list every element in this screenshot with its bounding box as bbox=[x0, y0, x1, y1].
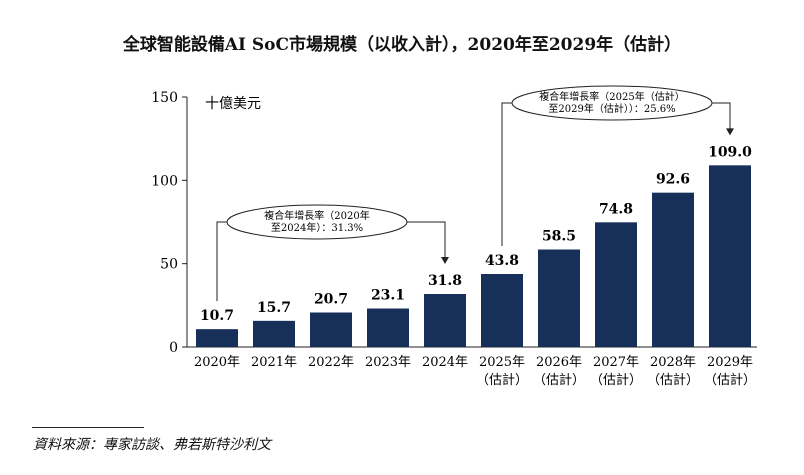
x-tick-labels: 2020年 2021年 2022年 2023年 2024年 2025年 （估計） 2026年 （… bbox=[194, 355, 756, 388]
y-tick-label: 50 bbox=[160, 257, 178, 273]
x-tick-line: 2022年 bbox=[308, 355, 354, 370]
chart-title: 全球智能設備AI SoC市場規模（以收入計），2020年至2029年（估計） bbox=[122, 35, 682, 55]
x-tick-line: 2021年 bbox=[251, 355, 297, 370]
bar bbox=[310, 312, 352, 347]
x-tick-line: （估計） bbox=[704, 372, 756, 388]
cagr-annotations: 複合年增長率（2020年至2024年）：31.3% 複合年增長率（2025年（估計… bbox=[216, 85, 734, 302]
x-tick-line: （估計） bbox=[476, 372, 528, 388]
x-tick-line: （估計） bbox=[533, 372, 585, 388]
value-label: 15.7 bbox=[257, 300, 291, 316]
annotation-leader bbox=[216, 221, 227, 302]
value-label: 10.7 bbox=[200, 308, 234, 324]
annotation-leader bbox=[501, 102, 512, 246]
annotation-line: 至2024年）：31.3% bbox=[271, 221, 363, 234]
x-tick-label: 2025年 （估計） bbox=[476, 355, 528, 388]
annotation-text: 複合年增長率（2020年至2024年）：31.3% bbox=[264, 209, 369, 234]
value-labels: 10.7 15.7 20.7 23.1 31.8 43.8 58.5 74.8 92.6 109.… bbox=[200, 144, 752, 324]
x-tick-label: 2022年 bbox=[308, 355, 354, 370]
bar bbox=[709, 165, 751, 347]
x-tick-line: （估計） bbox=[647, 372, 699, 388]
bar bbox=[196, 329, 238, 347]
value-label: 92.6 bbox=[656, 172, 690, 188]
x-tick-line: 2025年 bbox=[479, 355, 525, 370]
arrow-down-icon bbox=[441, 257, 449, 264]
annotation-text: 複合年增長率（2025年（估計）至2029年（估計））：25.6% bbox=[539, 90, 684, 115]
annotation-line: 至2029年（估計））：25.6% bbox=[548, 102, 675, 115]
x-tick-label: 2028年 （估計） bbox=[647, 355, 699, 388]
arrow-down-icon bbox=[726, 128, 734, 136]
bar bbox=[481, 274, 523, 347]
x-tick-line: 2026年 bbox=[536, 355, 582, 370]
x-tick-line: 2028年 bbox=[650, 355, 696, 370]
x-tick-line: 2029年 bbox=[707, 355, 753, 370]
bar bbox=[424, 294, 466, 347]
bars bbox=[196, 165, 751, 347]
annotation-arrow-line bbox=[712, 102, 731, 130]
cagr-annotation: 複合年增長率（2020年至2024年）：31.3% bbox=[216, 204, 449, 302]
x-tick-label: 2023年 bbox=[365, 355, 411, 370]
x-tick-label: 2029年 （估計） bbox=[704, 355, 756, 388]
value-label: 109.0 bbox=[708, 144, 752, 160]
y-tick-label: 150 bbox=[151, 90, 178, 106]
x-tick-label: 2021年 bbox=[251, 355, 297, 370]
value-label: 23.1 bbox=[371, 288, 405, 304]
x-tick-line: 2024年 bbox=[422, 355, 468, 370]
bar bbox=[595, 222, 637, 347]
value-label: 31.8 bbox=[428, 273, 462, 289]
unit-label: 十億美元 bbox=[205, 96, 261, 112]
x-tick-line: 2027年 bbox=[593, 355, 639, 370]
annotation-line: 複合年增長率（2020年 bbox=[264, 209, 369, 222]
bar bbox=[652, 192, 694, 347]
axes: 0 50 100 150 bbox=[151, 90, 757, 356]
bar bbox=[367, 308, 409, 347]
source-divider bbox=[32, 427, 144, 428]
annotation-arrow-line bbox=[407, 221, 446, 258]
bar bbox=[253, 320, 295, 347]
cagr-annotation: 複合年增長率（2025年（估計）至2029年（估計））：25.6% bbox=[501, 85, 734, 246]
source-note: 資料來源：專家訪談、弗若斯特沙利文 bbox=[33, 437, 271, 453]
y-tick-label: 0 bbox=[169, 340, 178, 356]
x-tick-label: 2027年 （估計） bbox=[590, 355, 642, 388]
value-label: 58.5 bbox=[542, 229, 576, 245]
x-tick-line: （估計） bbox=[590, 372, 642, 388]
value-label: 74.8 bbox=[599, 201, 633, 217]
x-tick-line: 2020年 bbox=[194, 355, 240, 370]
x-tick-label: 2026年 （估計） bbox=[533, 355, 585, 388]
value-label: 43.8 bbox=[485, 253, 519, 269]
bar bbox=[538, 249, 580, 347]
x-tick-line: 2023年 bbox=[365, 355, 411, 370]
x-tick-label: 2024年 bbox=[422, 355, 468, 370]
x-tick-label: 2020年 bbox=[194, 355, 240, 370]
y-tick-label: 100 bbox=[151, 173, 178, 189]
value-label: 20.7 bbox=[314, 292, 348, 308]
annotation-line: 複合年增長率（2025年（估計） bbox=[539, 90, 684, 103]
